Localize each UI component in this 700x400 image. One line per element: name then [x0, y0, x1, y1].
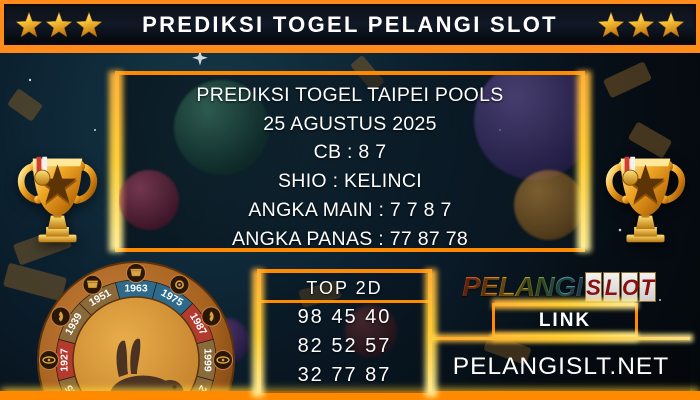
svg-text:1963: 1963: [124, 282, 148, 294]
svg-text:1999: 1999: [202, 348, 214, 372]
svg-text:1927: 1927: [58, 348, 70, 372]
